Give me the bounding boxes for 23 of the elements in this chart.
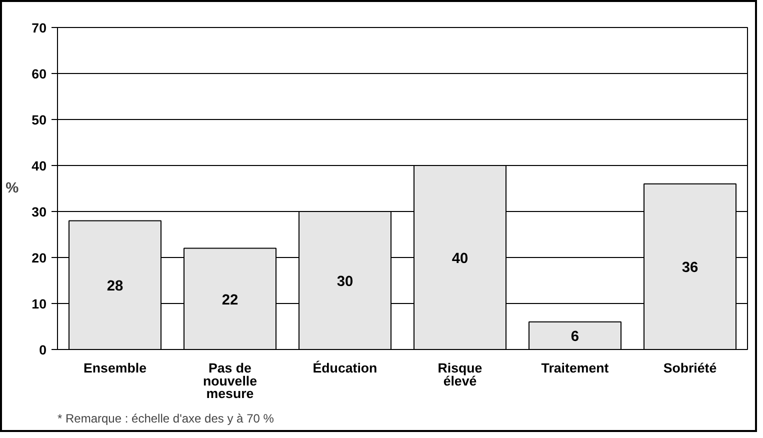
y-tick-label: 40 — [32, 158, 47, 174]
text: * Remarque : échelle d'axe des y à 70 % — [58, 412, 274, 426]
x-tick-label: Risque élevé — [438, 360, 482, 388]
y-tick-label: 30 — [32, 204, 47, 220]
y-tick-label: 0 — [39, 342, 47, 358]
x-tick-label: Traitement — [541, 360, 610, 376]
data-label: 6 — [570, 329, 580, 346]
y-tick-label: 60 — [32, 66, 47, 82]
data-label: 40 — [452, 251, 468, 267]
x-tick-label: Sobriété — [663, 360, 717, 376]
data-label: 30 — [336, 274, 354, 290]
x-tick-label: Ensemble — [84, 360, 146, 376]
y-axis-title: % — [6, 180, 19, 196]
y-tick-label: 20 — [32, 250, 47, 266]
data-label: 22 — [222, 292, 238, 308]
y-tick-label: 50 — [32, 112, 47, 128]
y-tick-label: 70 — [32, 20, 47, 36]
x-tick-label: Pas de nouvelle mesure — [202, 360, 258, 401]
y-tick-label: 10 — [32, 296, 47, 312]
data-label: 28 — [106, 278, 124, 295]
x-tick-label: Éducation — [312, 360, 378, 376]
bar — [528, 321, 622, 350]
data-label: 36 — [682, 260, 698, 276]
